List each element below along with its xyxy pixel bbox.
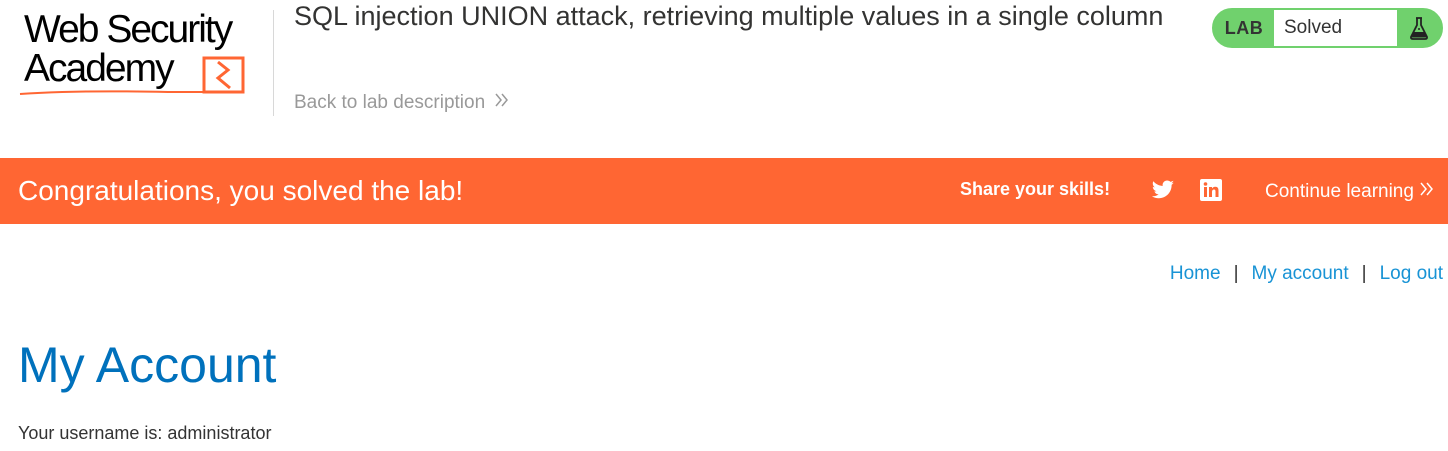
continue-learning-label: Continue learning: [1265, 180, 1414, 202]
logo-text-line2: Academy: [24, 47, 175, 90]
solved-banner: Congratulations, you solved the lab! Sha…: [0, 158, 1448, 224]
congratulations-message: Congratulations, you solved the lab!: [18, 175, 464, 206]
academy-logo-mark: [19, 56, 245, 95]
continue-learning-link[interactable]: Continue learning: [1265, 180, 1434, 203]
lab-status-badge: LAB Solved: [1212, 8, 1443, 48]
header-divider: [273, 10, 274, 116]
share-skills-label: Share your skills!: [960, 179, 1111, 199]
flask-icon: [1397, 10, 1441, 46]
web-security-academy-logo[interactable]: Web Security Academy: [18, 8, 272, 100]
double-chevron-right-icon: [495, 91, 509, 114]
logo-text-line1: Web Security: [24, 8, 233, 51]
nav-separator: |: [1233, 263, 1239, 284]
back-to-lab-description-link[interactable]: Back to lab description: [294, 91, 509, 114]
linkedin-icon[interactable]: [1199, 178, 1223, 202]
double-chevron-right-icon: [1420, 180, 1434, 203]
account-nav: Home | My account | Log out: [1170, 263, 1443, 285]
lab-status-text: Solved: [1274, 10, 1397, 46]
back-link-label: Back to lab description: [294, 91, 486, 113]
header: Web Security Academy SQL injection UNION…: [0, 0, 1448, 158]
username-text: Your username is: administrator: [18, 423, 272, 443]
nav-separator: |: [1361, 263, 1367, 284]
page-title: My Account: [18, 337, 277, 393]
home-link[interactable]: Home: [1169, 263, 1221, 284]
lab-badge-label: LAB: [1224, 17, 1264, 38]
twitter-icon[interactable]: [1150, 178, 1176, 202]
log-out-link[interactable]: Log out: [1379, 263, 1443, 284]
lab-title: SQL injection UNION attack, retrieving m…: [294, 1, 1164, 31]
my-account-link[interactable]: My account: [1251, 263, 1349, 284]
